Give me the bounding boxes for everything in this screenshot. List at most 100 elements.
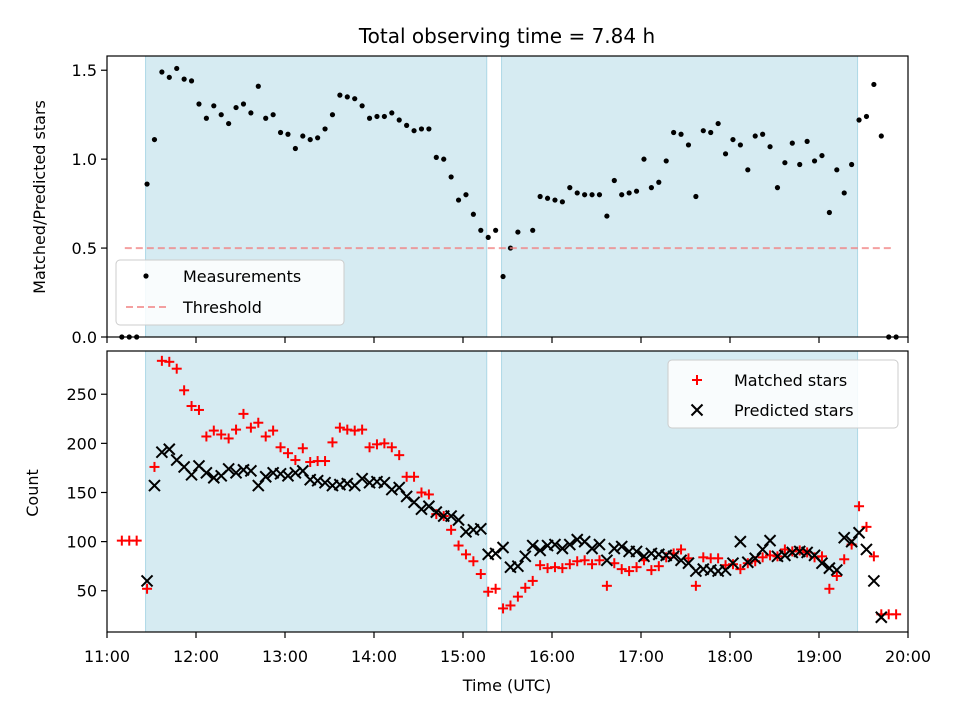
y-tick-label: 100 [66,533,97,552]
predicted-star-point [355,472,369,485]
matched-star-point [757,552,768,563]
matched-star-point [831,570,842,581]
matched-star-point [631,562,642,573]
predicted-star-point [259,470,272,483]
measurement-point [166,74,172,80]
measurement-point [300,133,306,139]
measurement-point [849,161,855,168]
matched-star-point [238,408,249,419]
y-tick-label: 50 [77,582,97,601]
predicted-star-point [563,538,577,551]
predicted-star-point [385,483,399,496]
predicted-star-point [667,550,680,563]
x-tick-label: 20:00 [885,647,931,666]
predicted-star-point [281,469,295,482]
predicted-star-point [726,557,740,570]
measurement-point [270,112,276,118]
predicted-star-point [860,543,873,556]
matched-star-point [713,553,724,564]
predicted-star-point [207,471,221,484]
measurement-point [255,83,261,89]
matched-star-point [245,422,256,433]
matched-star-point [490,583,501,594]
predicted-star-point [155,445,169,459]
bottom-series [116,355,902,624]
matched-star-point [861,521,872,532]
measurement-point [745,167,751,173]
matched-star-point [735,564,746,575]
measurement-point [233,104,239,111]
measurement-point [448,174,454,180]
measurement-point [611,177,617,184]
measurement-point [826,209,832,216]
predicted-star-point [593,538,606,551]
predicted-star-point [422,500,436,513]
x-tick-label: 17:00 [618,647,664,666]
matched-star-point [260,431,271,442]
measurement-point [760,131,766,137]
measurement-point [663,158,669,164]
matched-star-point [498,603,509,614]
predicted-star-point [148,479,161,492]
matched-star-point [512,591,523,602]
measurement-point [329,112,336,118]
matched-star-point [579,555,590,566]
predicted-star-point [393,481,406,494]
predicted-star-point [630,545,643,558]
matched-star-point [460,549,471,560]
measurement-point [589,192,595,198]
measurement-point [671,129,677,136]
shaded-period-2 [501,55,859,338]
predicted-star-point [511,559,525,573]
x-tick-label: 14:00 [351,647,397,666]
predicted-star-point [852,526,866,539]
matched-star-point [142,583,153,594]
measurement-point [574,190,580,196]
matched-star-point [594,555,605,566]
matched-star-point [149,461,160,472]
predicted-star-point [311,474,324,487]
matched-star-point [676,544,687,555]
measurement-point [656,179,662,185]
measurement-point [344,94,350,100]
matched-star-point [475,569,486,580]
predicted-star-point [289,466,302,480]
matched-star-point [557,563,568,574]
matched-star-point [364,442,375,453]
predicted-star-point [274,467,287,481]
measurement-point [374,113,380,120]
predicted-star-point [200,466,213,480]
matched-star-point [231,424,242,435]
matched-star-point [379,438,390,449]
predicted-star-point [800,546,814,559]
matched-star-point [171,363,182,374]
measurement-point [708,129,714,136]
matched-star-point [208,425,219,436]
measurement-point [226,120,232,127]
x-tick-label: 15:00 [440,647,486,666]
measurement-point [404,122,410,128]
measurement-point [144,181,150,187]
legend-threshold-label: Threshold [182,298,262,317]
predicted-star-point [674,554,688,567]
predicted-star-point [608,542,621,555]
measurement-point [426,126,432,132]
measurement-point [730,136,736,143]
measurement-point [188,78,195,84]
matched-star-point [839,554,850,565]
measurement-point [863,113,870,120]
matched-star-point [468,556,479,567]
matched-star-point [416,487,427,498]
bottom-legend: Matched stars Predicted stars [667,359,899,429]
measurement-point [277,129,284,136]
measurement-point [322,126,328,132]
predicted-star-point [845,535,858,548]
legend-measurements-marker [143,273,149,279]
measurement-point [559,199,565,205]
predicted-star-point [229,466,243,480]
measurement-point [685,142,692,148]
measurement-point [411,128,417,134]
measurement-point [641,156,647,162]
predicted-star-point [533,544,547,557]
matched-star-point [505,600,516,611]
